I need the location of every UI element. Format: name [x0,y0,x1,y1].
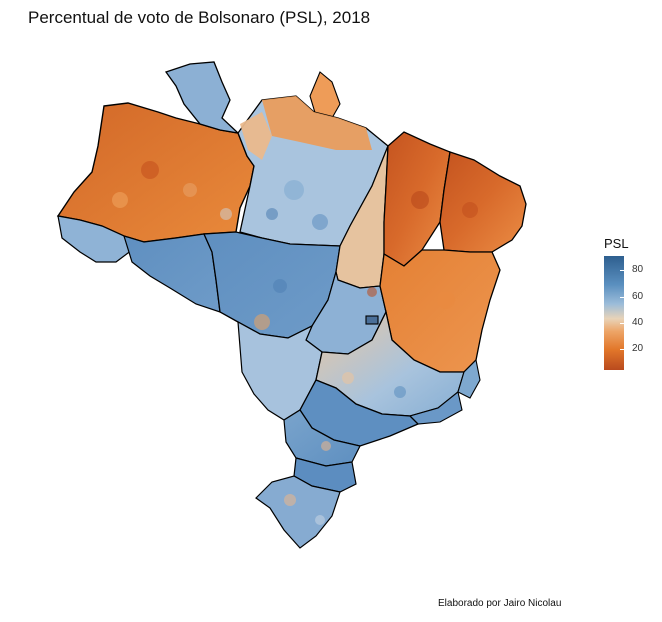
region-rio-grande-do-sul [255,475,341,549]
color-legend: PSL 80 60 40 20 [596,236,656,386]
map-title: Percentual de voto de Bolsonaro (PSL), 2… [28,8,371,27]
region-espirito-santo [457,358,481,399]
legend-tick-80 [620,270,624,271]
region-df [365,315,379,325]
legend-label-20: 20 [632,343,644,354]
legend-color-bar [604,256,624,370]
region-parana [283,409,361,467]
region-acre [57,215,133,263]
region-ceara-rn-pb-pe [439,151,527,253]
legend-tick-40 [620,323,624,324]
municipal-texture [112,161,478,525]
region-amapa [309,71,341,119]
region-rondonia [123,233,221,313]
region-roraima [164,61,241,134]
para-beige-west [240,112,272,160]
legend-tick-20 [620,349,624,350]
legend-label-40: 40 [632,317,644,328]
legend-tick-60 [620,297,624,298]
legend-label-60: 60 [632,291,644,302]
credit-note: Elaborado por Jairo Nicolau [438,598,562,609]
legend-title: PSL [604,236,629,251]
legend-label-80: 80 [632,264,644,275]
para-orange-north [262,96,372,150]
